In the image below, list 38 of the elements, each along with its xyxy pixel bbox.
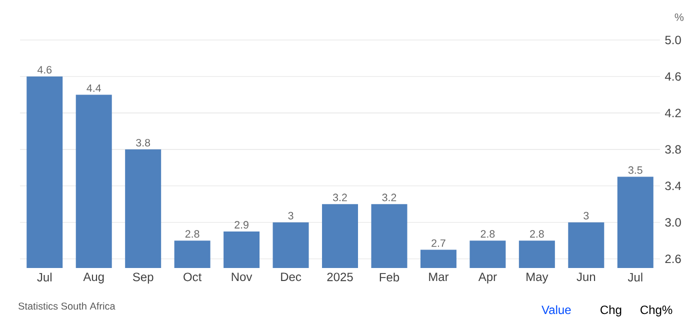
- x-tick-label: Mar: [429, 272, 449, 282]
- data-label: 4.6: [37, 66, 52, 74]
- x-tick-label: May: [526, 272, 548, 284]
- y-axis-title: %: [674, 13, 684, 21]
- data-label: 2.8: [530, 230, 544, 238]
- data-label: 2.8: [185, 230, 200, 238]
- x-tick-label: Jul: [37, 272, 52, 282]
- data-label: 2.9: [234, 221, 248, 229]
- y-tick-label: 5.0: [665, 36, 681, 44]
- x-tick-label: Aug: [83, 272, 104, 284]
- text: Chg%: [640, 305, 672, 316]
- x-tick-label: 2025: [327, 272, 353, 282]
- text: Statistics South Africa: [18, 302, 116, 310]
- y-tick-label: 4.6: [664, 72, 681, 81]
- text: Value: [542, 305, 571, 314]
- data-label: 3.5: [628, 166, 642, 174]
- data-label: 3: [288, 212, 294, 220]
- y-tick-label: 3.8: [665, 145, 681, 154]
- x-tick-label: Apr: [478, 272, 497, 284]
- x-tick-label: Nov: [232, 272, 252, 282]
- data-label: 3.8: [136, 138, 150, 146]
- x-tick-label: Jul: [628, 272, 642, 282]
- y-tick-label: 3.4: [665, 182, 682, 190]
- text: Chg: [600, 305, 622, 316]
- data-label: 3: [584, 212, 589, 220]
- data-label: 4.4: [86, 84, 101, 92]
- data-label: 2.8: [480, 230, 495, 238]
- x-tick-label: Oct: [184, 272, 202, 282]
- data-label: 2.7: [432, 239, 446, 247]
- x-tick-label: Jun: [576, 272, 596, 282]
- y-tick-label: 3.0: [665, 218, 681, 227]
- data-label: 3.2: [382, 194, 396, 202]
- x-tick-label: Dec: [281, 272, 302, 282]
- y-tick-label: 4.2: [664, 108, 681, 118]
- x-tick-label: Feb: [380, 272, 400, 282]
- x-tick-label: Sep: [132, 272, 154, 284]
- y-tick-label: 2.6: [665, 254, 681, 264]
- data-label: 3.2: [332, 194, 347, 202]
